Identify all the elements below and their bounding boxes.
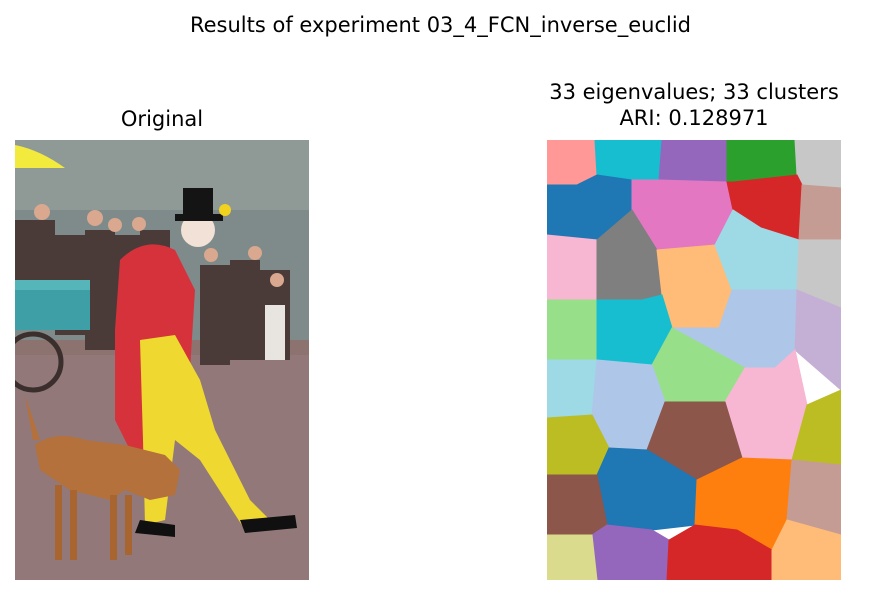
cluster-region-28 — [786, 459, 841, 536]
cluster-segmentation-map — [547, 140, 841, 580]
figure-suptitle: Results of experiment 03_4_FCN_inverse_e… — [189, 13, 691, 37]
original-image — [15, 140, 309, 580]
cluster-region-18 — [794, 289, 841, 391]
cluster-region-2 — [594, 140, 663, 181]
cluster-region-30 — [591, 524, 670, 580]
cluster-region-14 — [796, 239, 841, 309]
cluster-region-3 — [658, 140, 728, 183]
cluster-region-15 — [547, 299, 598, 361]
cluster-region-32 — [547, 534, 598, 580]
segmentation-title-line1: 33 eigenvalues; 33 clusters — [549, 80, 839, 104]
cluster-region-20 — [547, 359, 598, 419]
original-image-title: Original — [120, 107, 204, 131]
cluster-region-29 — [547, 474, 608, 536]
segmentation-title: 33 eigenvalues; 33 clusters ARI: 0.12897… — [520, 79, 868, 131]
cluster-region-10 — [547, 234, 598, 301]
cluster-region-9 — [798, 184, 841, 241]
segmentation-title-line2: ARI: 0.128971 — [619, 106, 769, 130]
cluster-segmentation-svg — [547, 140, 841, 580]
cluster-region-23 — [791, 389, 841, 466]
cluster-region-5 — [794, 140, 841, 189]
cluster-region-33 — [771, 519, 841, 580]
